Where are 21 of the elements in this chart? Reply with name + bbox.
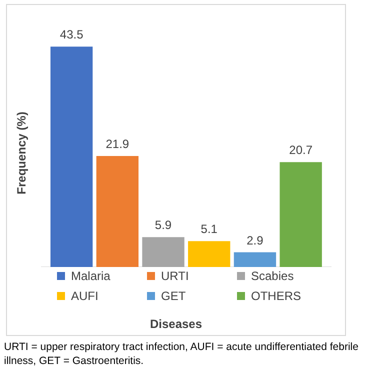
bar (142, 237, 184, 267)
data-label: 21.9 (106, 137, 130, 152)
bar (234, 252, 276, 267)
data-label: 5.9 (154, 218, 172, 232)
legend-label: AUFI (70, 289, 100, 303)
legend-label: OTHERS (250, 289, 302, 303)
legend-label: Scabies (250, 269, 295, 283)
bar (280, 162, 322, 267)
legend-label: Malaria (70, 269, 112, 283)
y-axis-title: Frequency (%) (14, 112, 29, 194)
legend-label: GET (160, 289, 187, 303)
x-axis-title: Diseases (148, 317, 204, 331)
data-label: 43.5 (60, 28, 84, 42)
bar (50, 46, 93, 267)
bar (96, 156, 139, 267)
legend-label: URTI (160, 269, 190, 283)
data-label: 2.9 (246, 233, 264, 248)
bar (188, 241, 230, 267)
data-label: 5.1 (200, 222, 218, 236)
data-label: 20.7 (289, 143, 313, 158)
text: URTI = upper respiratory tract infection, AUFI = acute undifferentiated febrile illness, GET = Gastroenteritis. (4, 340, 360, 368)
